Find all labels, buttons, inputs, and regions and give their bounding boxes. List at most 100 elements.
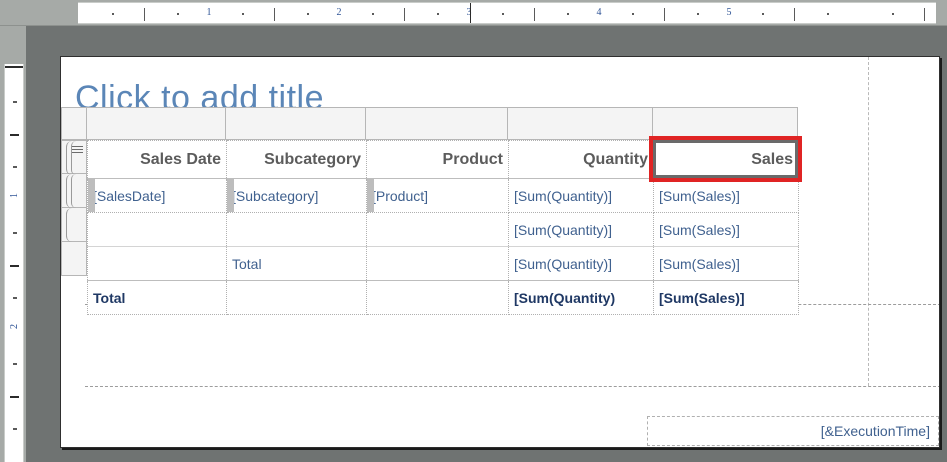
- horizontal-ruler-minor-tick: [501, 13, 504, 15]
- group-brace-inner-icon: [71, 141, 77, 175]
- vertical-ruler-label: 1: [9, 193, 20, 198]
- horizontal-ruler-minor-tick: [631, 13, 634, 15]
- tablix-cell-sales_date[interactable]: [87, 246, 227, 281]
- vertical-ruler-major-tick: [10, 264, 19, 267]
- tablix-cell-product[interactable]: [366, 246, 509, 281]
- horizontal-ruler-minor-tick: [826, 13, 829, 15]
- table-row: [SalesDate] [Subcategory] [Product] [Sum(Qu…: [87, 178, 799, 213]
- horizontal-ruler-label: 1: [206, 7, 212, 18]
- merged-cell-marker: [367, 179, 374, 212]
- body-right-guide: [868, 57, 869, 386]
- tablix-cell-text: [Sum(Quantity)]: [514, 221, 613, 238]
- tablix-column-handles[interactable]: [61, 107, 798, 140]
- table-row: [Sum(Quantity)] [Sum(Sales)]: [87, 212, 799, 247]
- horizontal-ruler-label: 2: [336, 7, 342, 18]
- horizontal-ruler-band: 1 2 3 4 5: [0, 0, 947, 26]
- tablix-cell-text: [Product]: [372, 187, 429, 204]
- tablix-cell-product[interactable]: [Product]: [366, 178, 509, 213]
- table-row: Total [Sum(Quantity) [Sum(Sales)]: [87, 280, 799, 315]
- tablix-header-cell-sales[interactable]: Sales: [653, 140, 799, 179]
- tablix-cell-sales[interactable]: [Sum(Sales)]: [653, 280, 799, 315]
- horizontal-ruler[interactable]: 1 2 3 4 5: [78, 2, 936, 24]
- tablix-header-cell-quantity[interactable]: Quantity: [508, 140, 654, 179]
- ruler-divider: [0, 25, 947, 26]
- tablix-cell-text: [Sum(Quantity)]: [514, 255, 613, 272]
- tablix-corner-handle[interactable]: [61, 107, 87, 140]
- tablix-cell-text: [Sum(Sales)]: [659, 255, 740, 272]
- tablix-row-handle-1[interactable]: [61, 174, 87, 208]
- tablix-column-handle-sales_date[interactable]: [87, 107, 226, 140]
- tablix-row-handle-2[interactable]: [61, 208, 87, 242]
- tablix-cell-quantity[interactable]: [Sum(Quantity)]: [508, 212, 654, 247]
- horizontal-ruler-minor-tick: [371, 13, 374, 15]
- report-page[interactable]: Click to add title Sales Date Subcategory…: [60, 56, 940, 448]
- tablix-cell-text: [Sum(Sales)]: [659, 289, 745, 306]
- tablix-column-handle-subcategory[interactable]: [226, 107, 366, 140]
- vertical-ruler-minor-tick: [13, 297, 17, 300]
- tablix-row-handle-0[interactable]: [61, 140, 87, 175]
- tablix-cell-text: [Sum(Quantity): [514, 289, 616, 306]
- tablix[interactable]: Sales Date Subcategory Product Quantity Sale…: [87, 140, 799, 315]
- vertical-ruler-minor-tick: [13, 231, 17, 234]
- tablix-cell-text: [Sum(Quantity)]: [514, 187, 613, 204]
- tablix-row-handle-3[interactable]: [61, 242, 87, 276]
- tablix-row-handles[interactable]: [61, 140, 87, 276]
- tablix-cell-text: [Sum(Sales)]: [659, 221, 740, 238]
- tablix-cell-quantity[interactable]: [Sum(Quantity)]: [508, 246, 654, 281]
- tablix-header-cell-subcategory[interactable]: Subcategory: [226, 140, 367, 179]
- tablix-cell-subcategory[interactable]: [226, 280, 367, 315]
- tablix-header-cell-sales_date[interactable]: Sales Date: [87, 140, 227, 179]
- footer-top-guide: [85, 386, 939, 387]
- vertical-ruler-minor-tick: [13, 362, 17, 365]
- tablix-header-cell-product[interactable]: Product: [366, 140, 509, 179]
- tablix-cell-sales_date[interactable]: [87, 212, 227, 247]
- horizontal-ruler-minor-tick: [436, 13, 439, 15]
- group-brace-icon: [66, 208, 75, 242]
- tablix-cell-product[interactable]: [366, 212, 509, 247]
- tablix-cell-text: [Subcategory]: [232, 187, 319, 204]
- vertical-ruler-top-margin-marker: [5, 64, 23, 68]
- table-row: Total [Sum(Quantity)] [Sum(Sales)]: [87, 246, 799, 281]
- tablix-cell-sales_date[interactable]: [SalesDate]: [87, 178, 227, 213]
- horizontal-ruler-minor-tick: [566, 13, 569, 15]
- tablix-cell-text: [Sum(Sales)]: [659, 187, 740, 204]
- horizontal-ruler-minor-tick: [761, 13, 764, 15]
- tablix-cell-sales[interactable]: [Sum(Sales)]: [653, 212, 799, 247]
- tablix-cell-subcategory[interactable]: Total: [226, 246, 367, 281]
- tablix-column-handle-quantity[interactable]: [508, 107, 653, 140]
- tablix-cell-subcategory[interactable]: [Subcategory]: [226, 178, 367, 213]
- tablix-header-row: Sales Date Subcategory Product Quantity Sale…: [87, 140, 799, 179]
- tablix-cell-sales_date[interactable]: Total: [87, 280, 227, 315]
- tablix-cell-subcategory[interactable]: [226, 212, 367, 247]
- footer-execution-time-textbox[interactable]: [&ExecutionTime]: [647, 416, 939, 446]
- tablix-column-handle-sales[interactable]: [653, 107, 798, 140]
- horizontal-ruler-label: 4: [596, 7, 602, 18]
- horizontal-ruler-minor-tick: [696, 13, 699, 15]
- horizontal-ruler-label: 3: [466, 7, 472, 18]
- tablix-cell-text: Total: [232, 255, 262, 272]
- horizontal-ruler-minor-tick: [891, 13, 894, 15]
- tablix-cell-quantity[interactable]: [Sum(Quantity): [508, 280, 654, 315]
- horizontal-ruler-major-tick: [404, 8, 405, 21]
- vertical-ruler-bottom-margin-marker: [5, 402, 23, 411]
- vertical-ruler-minor-tick: [13, 166, 17, 169]
- tablix-column-handle-product[interactable]: [366, 107, 508, 140]
- tablix-cell-text: Total: [93, 289, 126, 306]
- vertical-ruler-major-tick: [10, 133, 19, 136]
- horizontal-ruler-margin-marker: [470, 3, 471, 23]
- group-brace-icon: [66, 174, 75, 208]
- tablix-cell-sales[interactable]: [Sum(Sales)]: [653, 246, 799, 281]
- tablix-cell-product[interactable]: [366, 280, 509, 315]
- tablix-cell-quantity[interactable]: [Sum(Quantity)]: [508, 178, 654, 213]
- hamburger-menu-icon[interactable]: [72, 146, 83, 155]
- footer-execution-time-text: [&ExecutionTime]: [820, 423, 930, 439]
- tablix-cell-text: [SalesDate]: [93, 187, 166, 204]
- horizontal-ruler-minor-tick: [111, 13, 114, 15]
- tablix-cell-sales[interactable]: [Sum(Sales)]: [653, 178, 799, 213]
- horizontal-ruler-major-tick: [144, 8, 145, 21]
- horizontal-ruler-major-tick: [534, 8, 535, 21]
- horizontal-ruler-major-tick: [274, 8, 275, 21]
